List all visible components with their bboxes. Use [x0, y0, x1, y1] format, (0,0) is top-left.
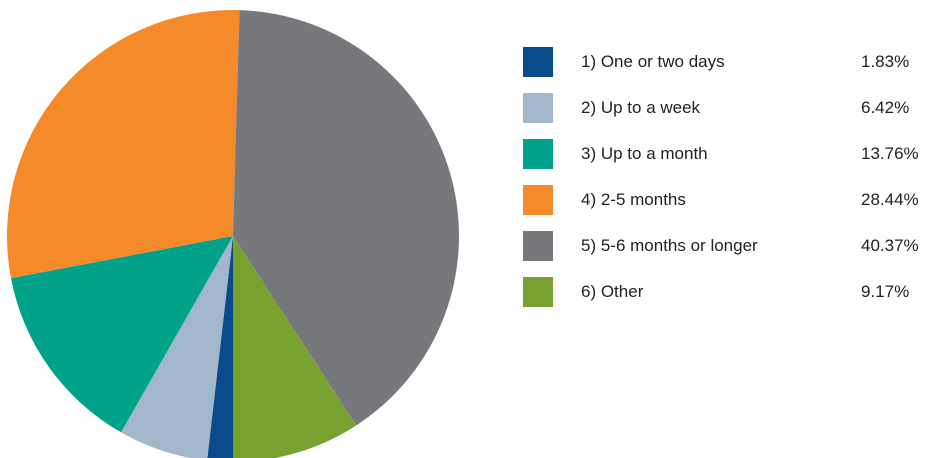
legend-label: 6) Other: [581, 282, 644, 301]
legend-label: 3) Up to a month: [581, 144, 708, 163]
legend-swatch: [523, 93, 553, 123]
legend-value: 13.76%: [861, 144, 919, 163]
legend-label: 4) 2-5 months: [581, 190, 686, 209]
legend-label: 5) 5-6 months or longer: [581, 236, 758, 255]
legend-label: 2) Up to a week: [581, 98, 701, 117]
pie-slice-6: [233, 236, 357, 458]
legend-swatch: [523, 47, 553, 77]
legend-value: 1.83%: [861, 52, 910, 71]
legend-item-6: 6) Other 9.17%: [523, 277, 933, 323]
legend-value: 9.17%: [861, 282, 910, 301]
pie-slice-3: [10, 236, 233, 433]
legend-value: 40.37%: [861, 236, 919, 255]
legend-item-4: 4) 2-5 months 28.44%: [523, 185, 933, 231]
legend-swatch: [523, 231, 553, 261]
legend: 1) One or two days 1.83% 2) Up to a week…: [523, 47, 933, 323]
legend-item-1: 1) One or two days 1.83%: [523, 47, 933, 93]
legend-value: 28.44%: [861, 190, 919, 209]
legend-swatch: [523, 185, 553, 215]
legend-swatch: [523, 277, 553, 307]
pie-slice-5: [233, 10, 460, 426]
pie-slice-2: [121, 236, 233, 458]
legend-value: 6.42%: [861, 98, 910, 117]
legend-item-3: 3) Up to a month 13.76%: [523, 139, 933, 185]
legend-label: 1) One or two days: [581, 52, 725, 71]
pie-slice-4: [6, 9, 240, 279]
pie-chart: [6, 9, 460, 458]
legend-item-2: 2) Up to a week 6.42%: [523, 93, 933, 139]
legend-item-5: 5) 5-6 months or longer 40.37%: [523, 231, 933, 277]
legend-swatch: [523, 139, 553, 169]
